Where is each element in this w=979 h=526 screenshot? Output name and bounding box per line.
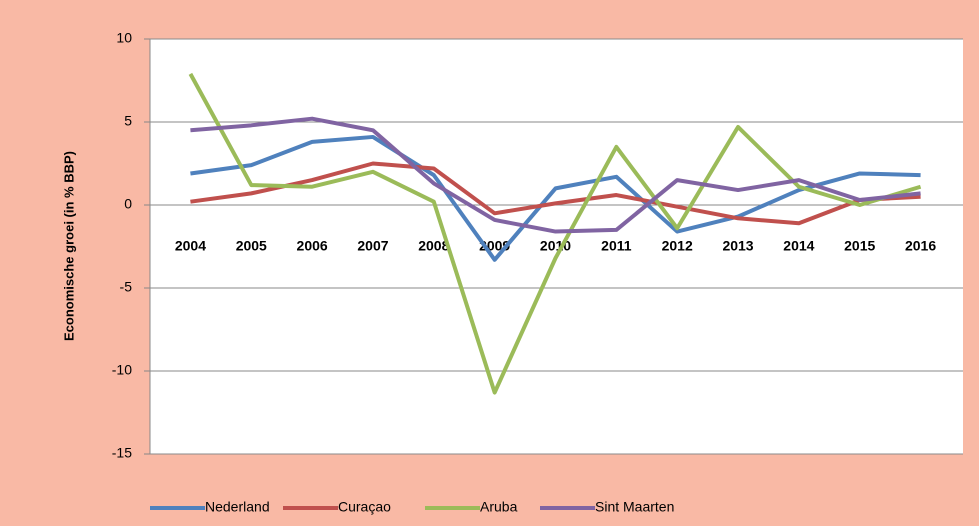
series-line bbox=[188, 72, 922, 395]
y-tick-label: 5 bbox=[124, 113, 132, 129]
x-tick-label: 2006 bbox=[297, 238, 328, 254]
legend-label: Nederland bbox=[205, 499, 270, 515]
y-axis-label: Economische groei (in % BBP) bbox=[61, 151, 76, 341]
plot-area bbox=[150, 39, 963, 454]
series-line bbox=[190, 134, 921, 262]
y-tick-label: 0 bbox=[124, 196, 132, 212]
y-tick-label: -15 bbox=[112, 445, 132, 461]
x-tick-label: 2007 bbox=[357, 238, 388, 254]
x-tick-label: 2008 bbox=[418, 238, 449, 254]
y-tick-label: 10 bbox=[116, 30, 132, 46]
y-tick-label: -10 bbox=[112, 362, 132, 378]
x-tick-label: 2005 bbox=[236, 238, 267, 254]
legend-label: Aruba bbox=[480, 499, 518, 515]
y-tick-label: -5 bbox=[120, 279, 133, 295]
legend-label: Curaçao bbox=[338, 499, 391, 515]
legend-label: Sint Maarten bbox=[595, 499, 674, 515]
series-line bbox=[190, 161, 921, 226]
x-tick-label: 2014 bbox=[783, 238, 814, 254]
x-tick-label: 2013 bbox=[722, 238, 753, 254]
x-tick-label: 2011 bbox=[601, 238, 632, 254]
x-tick-label: 2016 bbox=[905, 238, 936, 254]
series-line bbox=[190, 116, 921, 234]
x-tick-label: 2012 bbox=[662, 238, 693, 254]
x-tick-label: 2015 bbox=[844, 238, 875, 254]
x-tick-label: 2004 bbox=[175, 238, 206, 254]
